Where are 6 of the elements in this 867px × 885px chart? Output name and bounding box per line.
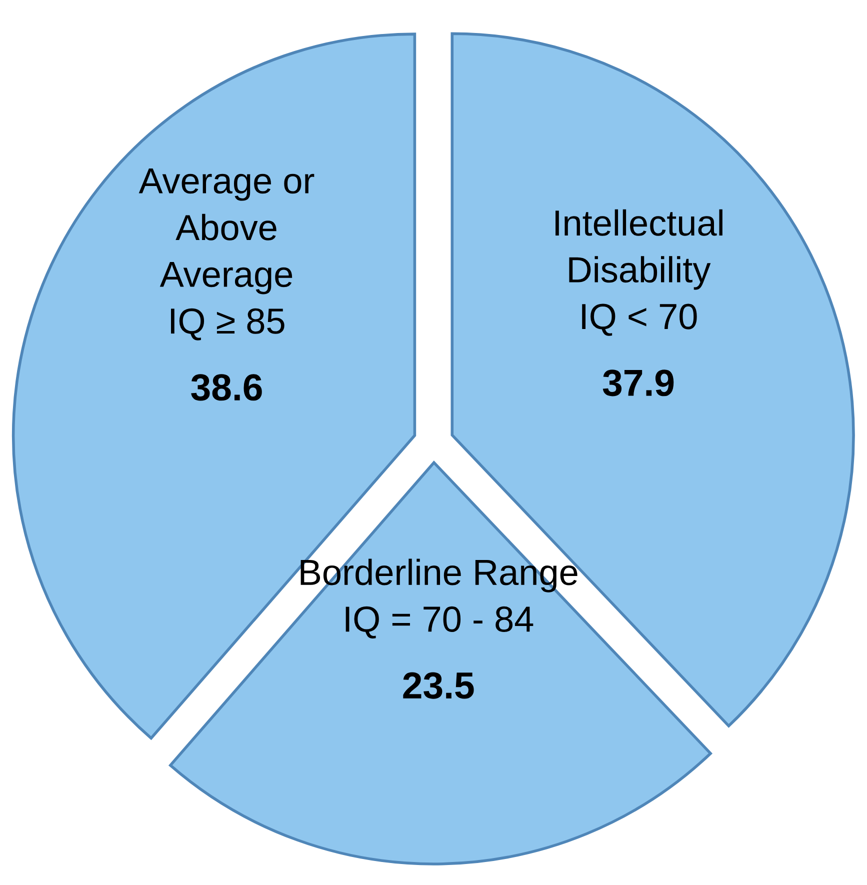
data-label: 37.9 (602, 370, 674, 396)
slice-label: Intellectual Disability IQ < 70 (556, 209, 722, 336)
slice-label: Average or Above Average IQ ≥ 85 (138, 168, 314, 340)
data-label: 38.6 (191, 374, 262, 401)
data-label: 23.5 (403, 672, 474, 699)
slice-label: Borderline Range IQ = 70 - 84 (300, 558, 578, 638)
